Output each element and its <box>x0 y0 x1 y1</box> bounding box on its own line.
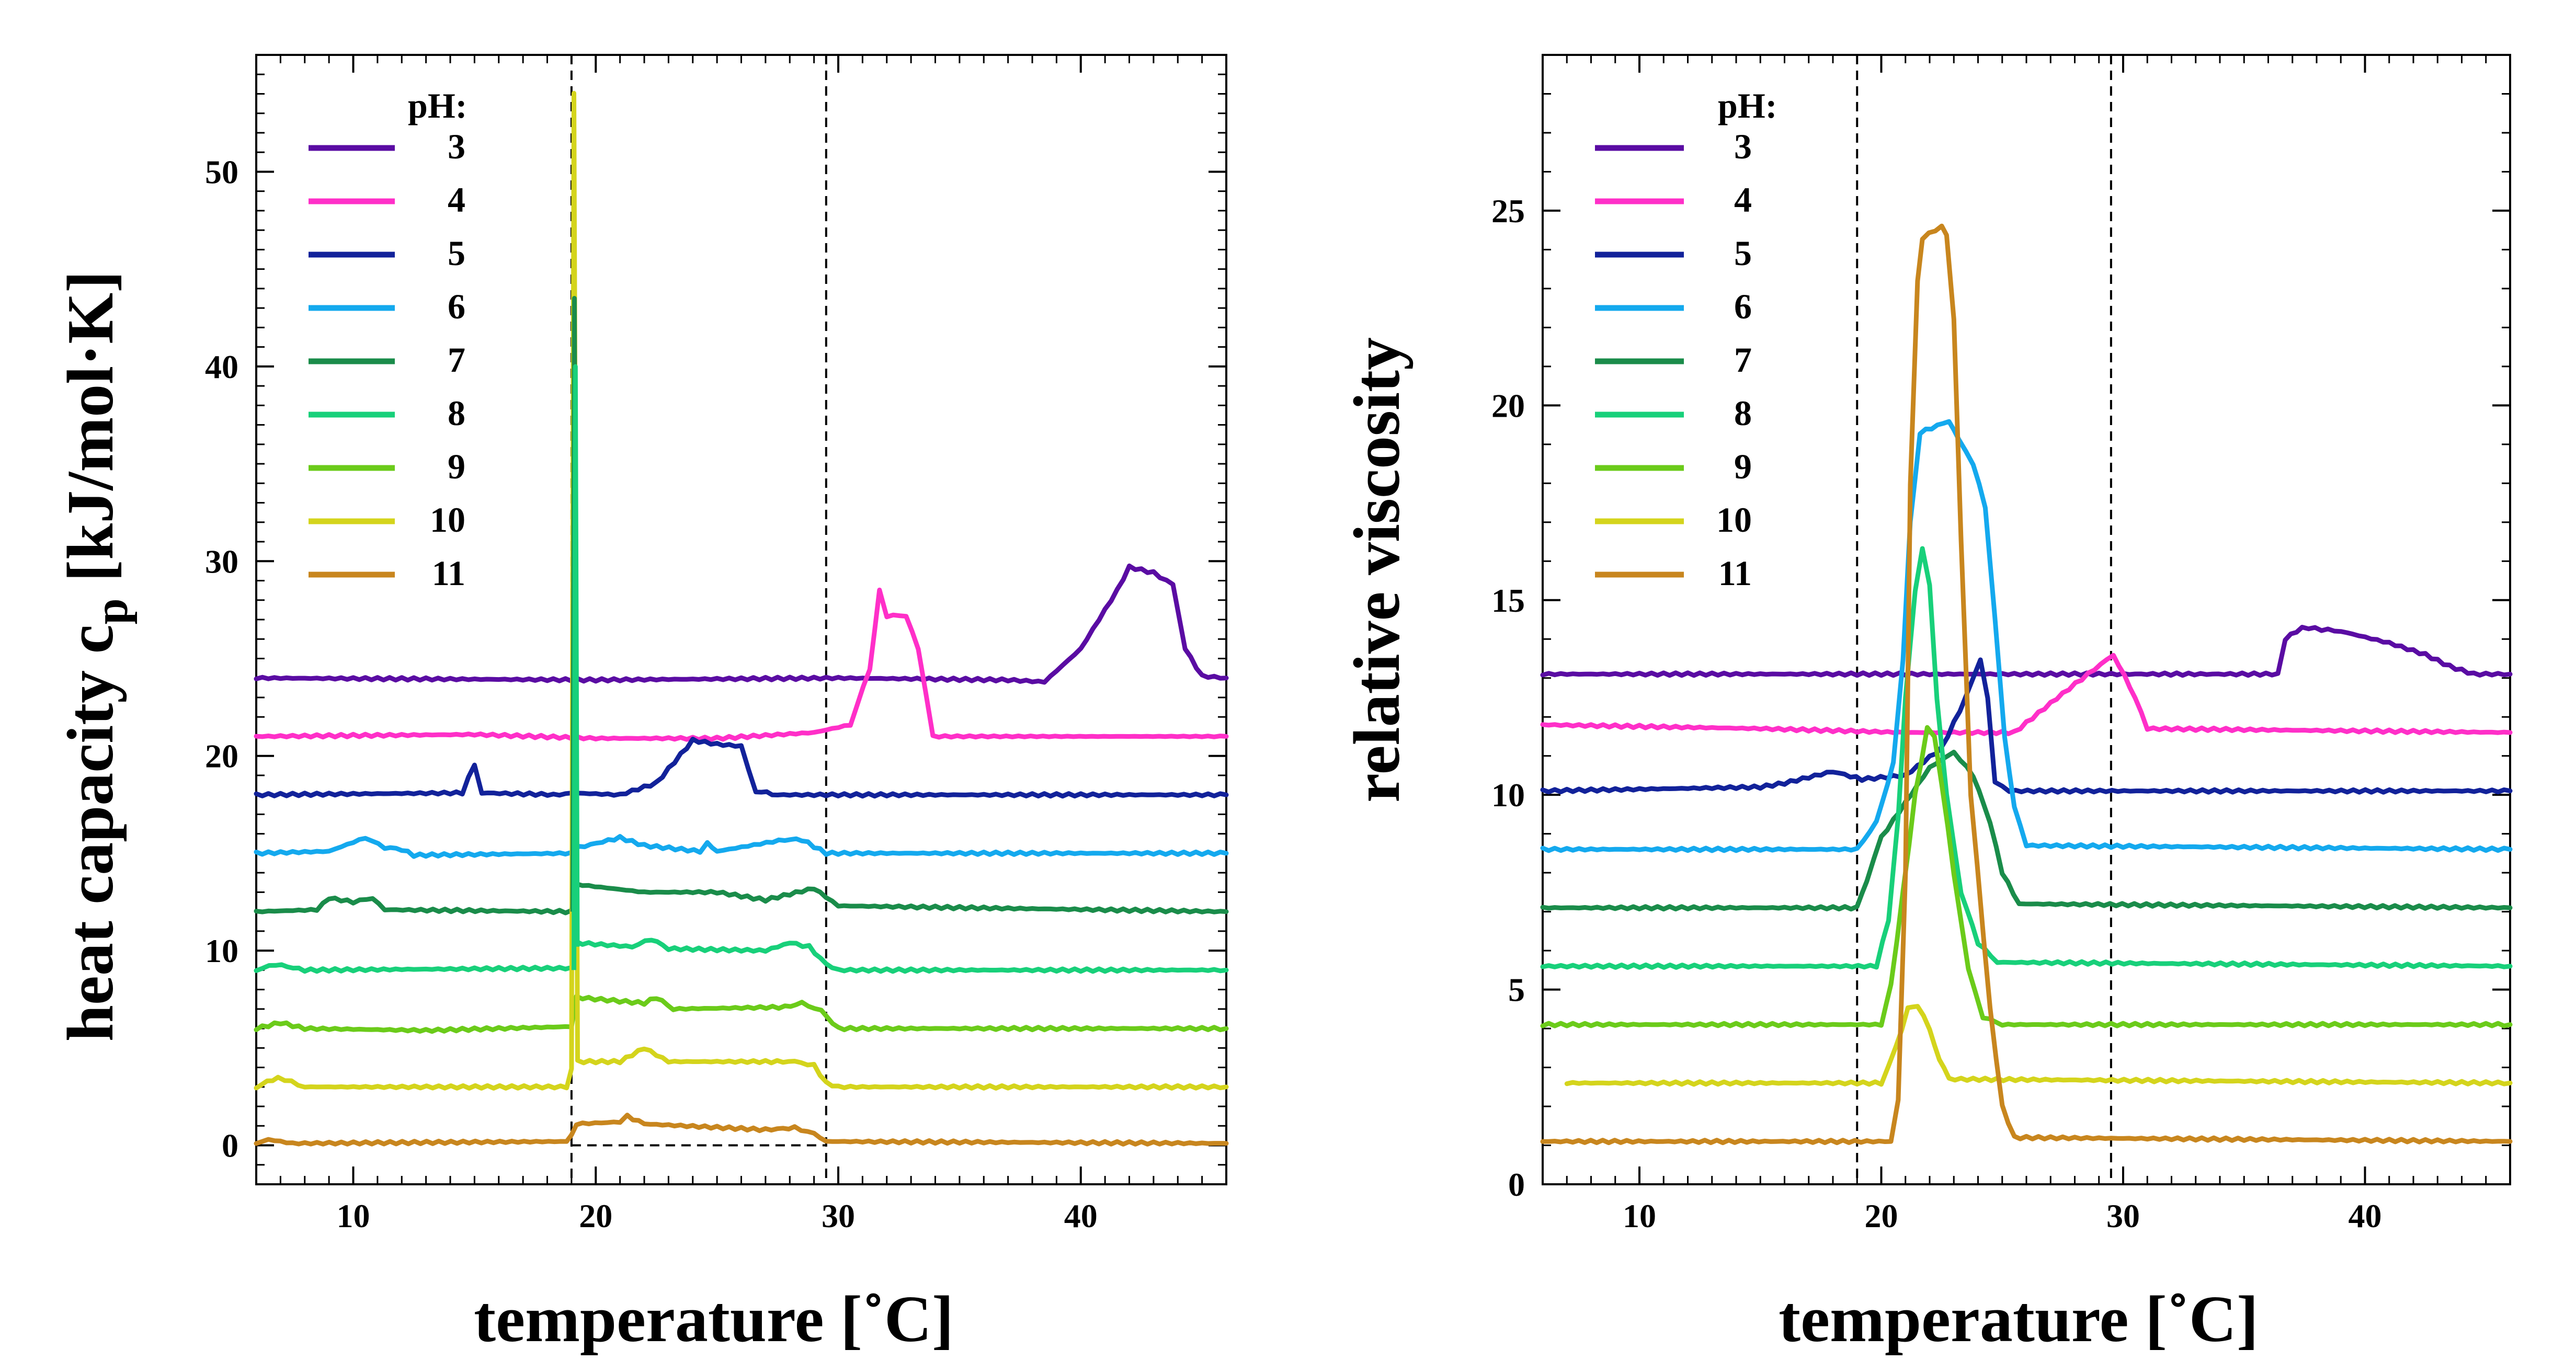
left-series-line-ph-5 <box>254 737 1229 799</box>
right-y-tick-label: 15 <box>1491 582 1525 619</box>
right-legend-label-ph-4: 4 <box>1734 180 1752 220</box>
heat-capacity-panel: temperature [˚C] heat capacity cp [kJ/mo… <box>54 54 1229 1356</box>
right-y-tick-label: 25 <box>1491 192 1525 230</box>
left-y-tick-label: 40 <box>205 348 238 385</box>
left-y-tick-label: 20 <box>205 738 238 775</box>
left-series-line-ph-11 <box>254 1113 1229 1147</box>
left-legend-label-ph-3: 3 <box>448 127 465 166</box>
right-x-tick-label: 10 <box>1623 1197 1656 1234</box>
left-x-tick-label: 30 <box>822 1197 855 1234</box>
right-series-line-ph-10 <box>1564 1004 2513 1087</box>
right-legend-label-ph-8: 8 <box>1734 393 1752 433</box>
right-y-axis-title: relative viscosity <box>1341 337 1414 803</box>
right-legend-label-ph-9: 9 <box>1734 447 1752 486</box>
left-legend-label-ph-7: 7 <box>448 340 465 380</box>
right-plot-frame <box>1542 54 2511 1185</box>
left-y-axis-title-subscript: p <box>86 598 138 624</box>
left-x-tick-label: 10 <box>337 1197 370 1234</box>
left-y-axis-title-main: heat capacity c <box>54 624 127 1042</box>
left-legend-label-ph-5: 5 <box>448 233 465 273</box>
left-y-axis-title-unit: [kJ/mol·K] <box>54 271 127 599</box>
left-y-tick-label: 10 <box>205 932 238 969</box>
right-legend-label-ph-11: 11 <box>1718 553 1752 593</box>
right-legend-label-ph-7: 7 <box>1734 340 1752 380</box>
right-legend-label-ph-6: 6 <box>1734 287 1752 326</box>
right-series-line-ph-7 <box>1540 749 2513 912</box>
left-series-line-ph-9 <box>254 993 1229 1034</box>
right-x-tick-label: 20 <box>1865 1197 1898 1234</box>
left-legend-label-ph-10: 10 <box>430 500 465 540</box>
left-series-line-ph-3 <box>254 563 1229 685</box>
left-x-tick-label: 20 <box>579 1197 612 1234</box>
right-y-tick-label: 5 <box>1508 971 1525 1009</box>
right-legend-title: pH: <box>1718 86 1777 125</box>
right-x-axis-title: temperature [˚C] <box>1779 1283 2259 1356</box>
right-legend-label-ph-10: 10 <box>1716 500 1752 540</box>
left-series-line-ph-7 <box>254 881 1229 916</box>
right-series-line-ph-6 <box>1540 419 2513 853</box>
left-series-line-ph-4 <box>254 587 1229 742</box>
left-y-tick-label: 0 <box>222 1127 238 1164</box>
right-series-line-ph-4 <box>1540 653 2513 736</box>
left-x-tick-label: 40 <box>1064 1197 1098 1234</box>
left-x-axis-title: temperature [˚C] <box>474 1283 954 1356</box>
right-series-line-ph-5 <box>1540 657 2513 795</box>
left-series-spike-ph-8 <box>572 364 580 970</box>
left-series-line-ph-8 <box>254 937 1229 974</box>
right-y-tick-label: 0 <box>1508 1166 1525 1203</box>
left-y-tick-label: 30 <box>205 543 238 580</box>
relative-viscosity-panel: temperature [˚C] relative viscosity 10 20… <box>1341 54 2513 1356</box>
left-legend-label-ph-8: 8 <box>448 393 465 433</box>
right-x-tick-label: 30 <box>2106 1197 2140 1234</box>
right-x-tick-label: 40 <box>2349 1197 2382 1234</box>
left-y-axis-title: heat capacity cp [kJ/mol·K] <box>54 271 138 1042</box>
left-legend-label-ph-4: 4 <box>448 180 465 220</box>
left-y-tick-label: 50 <box>205 153 238 190</box>
left-series-line-ph-6 <box>254 834 1229 859</box>
right-legend-label-ph-5: 5 <box>1734 233 1752 273</box>
left-legend-label-ph-6: 6 <box>448 287 465 326</box>
left-series-line-ph-10 <box>254 90 1229 1091</box>
right-series-line-ph-9 <box>1540 725 2513 1028</box>
right-series-line-ph-11 <box>1540 223 2513 1146</box>
left-legend-title: pH: <box>408 86 467 125</box>
right-legend-label-ph-3: 3 <box>1734 127 1752 166</box>
right-y-tick-label: 20 <box>1491 387 1525 424</box>
left-plot-frame <box>255 54 1227 1185</box>
right-series-line-ph-3 <box>1540 625 2513 678</box>
right-series-line-ph-8 <box>1540 546 2513 970</box>
left-legend-label-ph-9: 9 <box>448 447 465 486</box>
left-legend-label-ph-11: 11 <box>432 553 465 593</box>
right-y-tick-label: 10 <box>1491 776 1525 814</box>
